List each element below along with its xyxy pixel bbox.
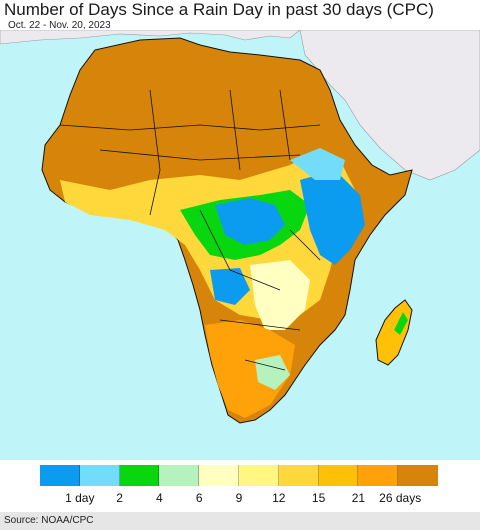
legend-swatch [278,465,319,486]
source-label: Source: NOAA/CPC [4,515,94,526]
legend-tick-label: 4 [156,491,163,505]
legend-tick-label: 21 [351,491,366,505]
southern-mixed-zone [250,260,310,330]
legend-tick-label: 15 [311,491,326,505]
legend-swatch [159,465,200,486]
source-footer: Source: NOAA/CPC [0,512,480,530]
legend-swatch [238,465,279,486]
legend-tick-label: 6 [195,491,203,505]
legend-swatch [398,465,438,486]
legend-tick-labels: 1 day 2 4 6 9 12 15 21 26 days [40,491,440,505]
southern-africa-dry-zone [205,320,295,418]
date-range-subtitle: Oct. 22 - Nov. 20, 2023 [8,20,111,31]
europe-land [0,30,301,45]
africa-rain-map [0,30,480,460]
legend-swatch [199,465,239,486]
congo-blue-zone [215,198,285,245]
legend-swatch [119,465,160,486]
east-africa-lightblue-zone [290,148,345,180]
legend-swatch [40,465,80,486]
legend-color-bar [40,465,438,486]
legend-swatch [79,465,120,486]
country-borders [59,89,321,371]
page-title: Number of Days Since a Rain Day in past … [4,0,434,19]
madagascar-wet [394,312,408,335]
legend-swatch [358,465,399,486]
legend-tick-label: 1 day [65,491,95,505]
legend-swatch [318,465,359,486]
legend-tick-label: 9 [235,491,243,505]
angola-blue-zone [210,268,250,305]
legend-tick-label: 2 [116,491,123,505]
south-africa-green-zone [255,355,290,390]
legend-tick-label: 26 days [379,491,422,505]
east-africa-blue-zone [300,170,365,265]
legend-tick-label: 12 [272,491,286,505]
